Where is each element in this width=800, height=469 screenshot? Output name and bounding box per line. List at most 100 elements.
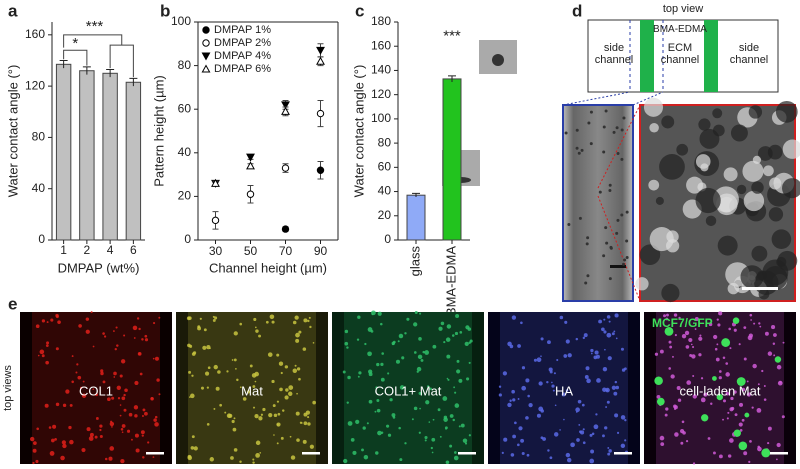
cell-dot xyxy=(698,336,703,341)
panel-label: e xyxy=(8,294,17,313)
gfp-cell xyxy=(664,326,674,336)
pore-texture xyxy=(608,188,612,192)
cell-dot xyxy=(78,324,82,328)
cell-dot xyxy=(392,340,396,344)
cell-dot xyxy=(718,370,722,373)
scale-bar xyxy=(610,265,626,268)
cell-dot xyxy=(586,378,591,384)
cell-dot xyxy=(65,389,70,394)
x-tick-label: 30 xyxy=(209,244,223,258)
cell-dot xyxy=(757,383,760,386)
cell-dot xyxy=(746,380,749,383)
cell-dot xyxy=(449,414,454,418)
cell-dot xyxy=(725,362,729,365)
cell-dot xyxy=(604,348,606,351)
cell-dot xyxy=(254,414,259,419)
cell-dot xyxy=(446,354,451,359)
cell-dot xyxy=(420,358,424,362)
cell-dot xyxy=(71,380,74,384)
scale-bar xyxy=(146,452,164,455)
cell-dot xyxy=(144,334,148,338)
y-tick-label: 80 xyxy=(32,130,46,144)
cell-dot xyxy=(303,318,308,323)
pore-texture xyxy=(564,131,568,135)
cell-dot xyxy=(602,367,608,372)
pore-texture xyxy=(602,150,606,154)
cell-dot xyxy=(375,386,378,389)
cell-dot xyxy=(776,442,781,448)
cell-dot xyxy=(77,375,82,380)
cell-dot xyxy=(614,313,619,318)
cell-dot xyxy=(660,442,665,446)
y-tick-label: 160 xyxy=(371,38,391,52)
cell-dot xyxy=(377,430,382,436)
cell-dot xyxy=(142,456,145,459)
cell-dot xyxy=(367,351,372,357)
cell-dot xyxy=(102,380,106,384)
cell-dot xyxy=(141,415,144,418)
pore-texture xyxy=(608,183,612,187)
cell-dot xyxy=(464,341,469,346)
cell-dot xyxy=(743,326,747,329)
cell-dot xyxy=(285,388,289,392)
cell-dot xyxy=(231,419,235,424)
pore-texture xyxy=(586,274,590,278)
cell-dot xyxy=(36,427,39,431)
cell-dot xyxy=(691,354,696,359)
cell-dot xyxy=(575,411,578,413)
cell-dot xyxy=(397,340,400,343)
cell-dot xyxy=(559,315,564,320)
cell-dot xyxy=(406,317,410,321)
cell-dot xyxy=(120,458,125,464)
point xyxy=(246,153,255,162)
cell-dot xyxy=(271,320,275,324)
cell-dot xyxy=(418,391,422,395)
error-bar xyxy=(129,77,138,87)
cell-dot xyxy=(206,344,211,350)
cell-dot xyxy=(616,431,620,434)
cell-dot xyxy=(590,348,594,353)
y-tick-label: 40 xyxy=(32,181,46,195)
y-tick-label: 20 xyxy=(378,208,392,222)
cell-dot xyxy=(692,394,697,399)
cell-dot xyxy=(140,430,145,435)
pore-texture xyxy=(589,110,593,114)
cell-dot xyxy=(453,455,459,461)
cell-dot xyxy=(158,393,161,396)
cell-dot xyxy=(716,343,719,346)
pore xyxy=(782,178,800,199)
cell-dot xyxy=(520,321,523,325)
cell-dot xyxy=(111,396,115,400)
gfp-cell xyxy=(761,448,771,458)
cell-dot xyxy=(107,397,111,402)
cell-dot xyxy=(741,387,746,392)
cell-dot xyxy=(462,438,468,443)
cell-dot xyxy=(110,420,113,423)
pore-texture xyxy=(609,245,613,249)
cell-dot xyxy=(553,372,556,375)
point xyxy=(281,101,290,110)
cell-dot xyxy=(752,363,757,369)
cell-dot xyxy=(698,353,702,357)
cell-dot xyxy=(507,402,512,408)
cell-dot xyxy=(276,400,280,403)
cell-dot xyxy=(669,345,673,349)
cell-dot xyxy=(729,347,732,350)
cell-dot xyxy=(710,402,713,405)
cell-dot xyxy=(120,359,126,364)
cell-dot xyxy=(296,367,301,371)
panel-label: a xyxy=(8,1,18,20)
pore xyxy=(723,167,738,182)
cell-dot xyxy=(68,425,72,430)
cell-dot xyxy=(607,356,612,361)
pore xyxy=(777,250,798,271)
cell-dot xyxy=(368,399,373,404)
cell-dot xyxy=(246,390,251,394)
cell-dot xyxy=(682,431,686,435)
pore-texture xyxy=(578,216,582,220)
cell-dot xyxy=(694,328,697,330)
cell-dot xyxy=(398,333,404,339)
cell-dot xyxy=(668,340,672,344)
cell-dot xyxy=(376,362,380,367)
cell-dot xyxy=(454,451,457,454)
